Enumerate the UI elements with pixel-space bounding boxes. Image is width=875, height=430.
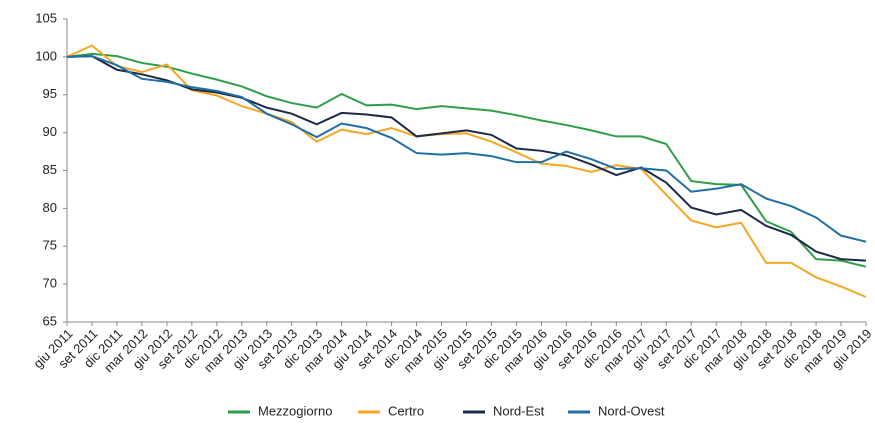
legend-label: Mezzogiorno xyxy=(258,403,332,418)
y-tick-label: 75 xyxy=(43,238,57,253)
legend-label: Nord-Est xyxy=(493,403,545,418)
y-tick-label: 90 xyxy=(43,124,57,139)
series-line xyxy=(66,55,867,243)
y-tick-label: 100 xyxy=(35,48,57,63)
y-tick-label: 70 xyxy=(43,276,57,291)
y-tick-label: 85 xyxy=(43,162,57,177)
y-tick-label: 80 xyxy=(43,200,57,215)
legend-label: Nord-Ovest xyxy=(598,403,665,418)
series-line xyxy=(66,55,867,262)
y-tick-label: 105 xyxy=(35,10,57,25)
legend-label: Certro xyxy=(388,403,424,418)
series-line xyxy=(66,44,867,298)
y-tick-label: 95 xyxy=(43,86,57,101)
y-tick-label: 65 xyxy=(43,313,57,328)
